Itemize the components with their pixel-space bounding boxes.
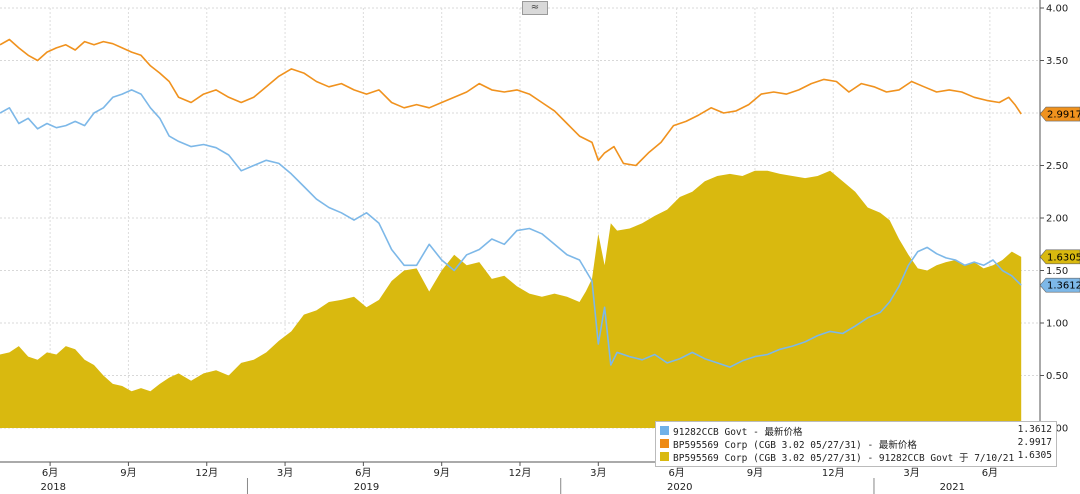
cgb-yield-line	[0, 38, 1022, 167]
legend-swatch-treasury	[660, 426, 669, 435]
year-label: 2019	[354, 482, 379, 493]
legend: 91282CCB Govt - 最新价格 1.3612 BP595569 Cor…	[655, 421, 1057, 467]
x-tick-label: 3月	[590, 467, 606, 479]
legend-swatch-cgb	[660, 439, 669, 448]
x-tick-label: 6月	[355, 467, 371, 479]
last-value-tag-spread-text: 1.6305	[1047, 252, 1080, 263]
legend-swatch-spread	[660, 452, 669, 461]
y-tick-label: 4.00	[1046, 4, 1068, 15]
y-tick-label: 3.50	[1046, 56, 1068, 67]
legend-value: 2.9917	[1017, 437, 1052, 448]
treasury-yield-line	[0, 89, 1022, 368]
spread-area	[0, 170, 1022, 429]
legend-label: 91282CCB Govt - 最新价格	[673, 427, 803, 438]
spread-area-layer	[0, 170, 1022, 429]
legend-row-cgb: BP595569 Corp (CGB 3.02 05/27/31) - 最新价格…	[660, 437, 1052, 451]
last-value-tag-cgb	[1039, 106, 1080, 122]
y-tick-label: 1.50	[1046, 266, 1068, 277]
year-label: 2021	[940, 482, 965, 493]
last-value-tag-treasury	[1039, 277, 1080, 293]
y-tick-label: 0.00	[1046, 424, 1068, 435]
year-label: 2018	[41, 482, 66, 493]
y-tick-label: 0.50	[1046, 371, 1068, 382]
price-lines-layer	[0, 38, 1022, 368]
x-tick-label: 3月	[903, 467, 919, 479]
legend-label: BP595569 Corp (CGB 3.02 05/27/31) - 最新价格	[673, 440, 917, 451]
y-tick-label: 1.00	[1046, 319, 1068, 330]
x-tick-label: 6月	[668, 467, 684, 479]
x-tick-label: 12月	[822, 467, 845, 479]
legend-value: 1.3612	[1017, 424, 1052, 435]
last-value-tag-treasury-text: 1.3612	[1047, 281, 1080, 292]
last-value-tags: 1.3612 2.9917 1.6305	[1039, 106, 1080, 293]
x-tick-label: 9月	[120, 467, 136, 479]
x-tick-label: 12月	[195, 467, 218, 479]
legend-label: BP595569 Corp (CGB 3.02 05/27/31) - 9128…	[673, 453, 1015, 464]
line-chart-icon[interactable]: ≈	[522, 1, 548, 15]
legend-value: 1.6305	[1017, 450, 1052, 461]
y-tick-label: 2.50	[1046, 161, 1068, 172]
x-tick-label: 3月	[277, 467, 293, 479]
legend-row-treasury: 91282CCB Govt - 最新价格 1.3612	[660, 424, 1052, 438]
y-tick-label: 2.00	[1046, 214, 1068, 225]
last-value-tag-spread	[1039, 249, 1080, 265]
x-tick-label: 9月	[747, 467, 763, 479]
x-tick-label: 12月	[509, 467, 532, 479]
legend-row-spread: BP595569 Corp (CGB 3.02 05/27/31) - 9128…	[660, 450, 1052, 464]
x-tick-label: 6月	[42, 467, 58, 479]
year-label: 2020	[667, 482, 692, 493]
x-tick-label: 9月	[433, 467, 449, 479]
last-value-tag-cgb-text: 2.9917	[1047, 110, 1080, 121]
x-tick-label: 6月	[982, 467, 998, 479]
